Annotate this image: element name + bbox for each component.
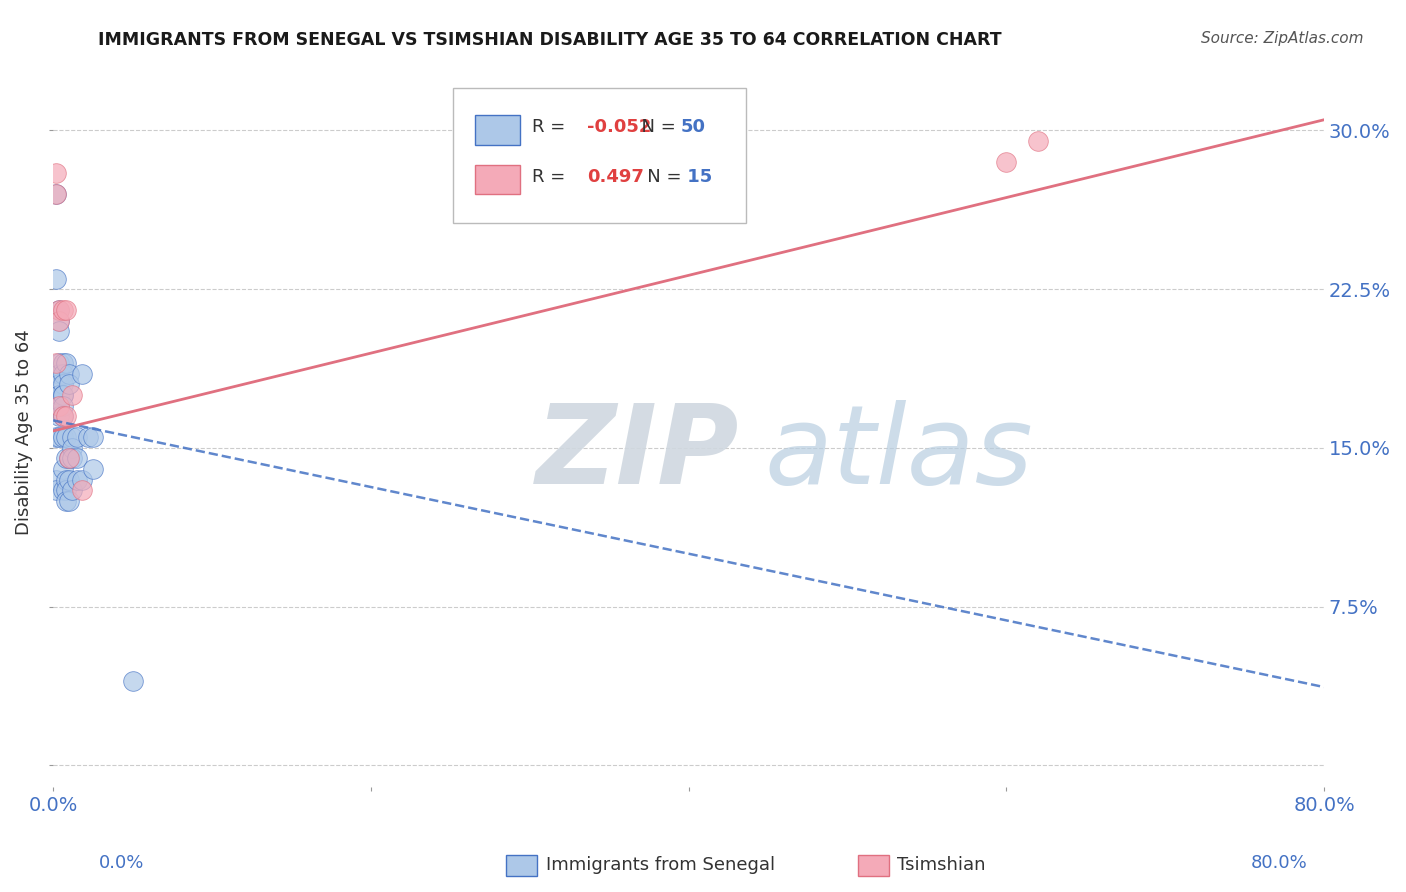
Point — [45, 186, 67, 201]
Y-axis label: Disability Age 35 to 64: Disability Age 35 to 64 — [15, 329, 32, 535]
Point — [52, 399, 75, 413]
Point — [48, 388, 70, 402]
Point — [60, 451, 83, 466]
Point — [45, 166, 67, 180]
FancyBboxPatch shape — [475, 115, 520, 145]
Point — [48, 377, 70, 392]
Text: IMMIGRANTS FROM SENEGAL VS TSIMSHIAN DISABILITY AGE 35 TO 64 CORRELATION CHART: IMMIGRANTS FROM SENEGAL VS TSIMSHIAN DIS… — [98, 31, 1002, 49]
Point — [48, 399, 70, 413]
FancyBboxPatch shape — [475, 165, 520, 194]
Point — [66, 451, 89, 466]
Point — [45, 356, 67, 370]
Point — [1026, 134, 1049, 148]
Point — [48, 303, 70, 318]
Text: 0.0%: 0.0% — [98, 855, 143, 872]
Point — [58, 377, 80, 392]
Point — [52, 430, 75, 444]
Point — [48, 399, 70, 413]
Point — [58, 367, 80, 381]
Text: N =: N = — [630, 168, 688, 186]
Text: atlas: atlas — [765, 400, 1033, 507]
Point — [52, 388, 75, 402]
Point — [52, 377, 75, 392]
Point — [82, 430, 104, 444]
Point — [995, 155, 1018, 169]
Point — [48, 388, 70, 402]
Point — [121, 673, 143, 688]
Point — [58, 493, 80, 508]
Point — [60, 441, 83, 455]
Point — [48, 409, 70, 423]
Point — [60, 388, 83, 402]
Text: Source: ZipAtlas.com: Source: ZipAtlas.com — [1201, 31, 1364, 46]
Point — [60, 483, 83, 498]
Point — [82, 462, 104, 476]
Point — [52, 356, 75, 370]
Text: R =: R = — [533, 118, 571, 136]
Point — [52, 483, 75, 498]
Point — [66, 473, 89, 487]
Point — [55, 430, 77, 444]
FancyBboxPatch shape — [454, 88, 745, 223]
Point — [52, 388, 75, 402]
Point — [45, 186, 67, 201]
Point — [48, 325, 70, 339]
Point — [55, 409, 77, 423]
Point — [55, 356, 77, 370]
Point — [48, 430, 70, 444]
Point — [55, 303, 77, 318]
Point — [48, 303, 70, 318]
Point — [52, 409, 75, 423]
Point — [58, 473, 80, 487]
Point — [60, 430, 83, 444]
Text: 80.0%: 80.0% — [1251, 855, 1308, 872]
Text: 50: 50 — [681, 118, 706, 136]
Point — [52, 409, 75, 423]
Point — [66, 430, 89, 444]
Point — [52, 303, 75, 318]
Point — [58, 451, 80, 466]
Text: Tsimshian: Tsimshian — [897, 856, 986, 874]
Point — [77, 430, 100, 444]
Point — [45, 473, 67, 487]
Point — [45, 483, 67, 498]
Point — [70, 483, 93, 498]
Point — [48, 314, 70, 328]
Point — [70, 473, 93, 487]
Point — [45, 430, 67, 444]
Point — [55, 493, 77, 508]
Text: Immigrants from Senegal: Immigrants from Senegal — [546, 856, 775, 874]
Text: 0.497: 0.497 — [586, 168, 644, 186]
Point — [48, 367, 70, 381]
Point — [48, 314, 70, 328]
Point — [52, 462, 75, 476]
Point — [55, 451, 77, 466]
Text: R =: R = — [533, 168, 576, 186]
Point — [55, 483, 77, 498]
Point — [55, 473, 77, 487]
Text: -0.052: -0.052 — [586, 118, 651, 136]
Point — [45, 271, 67, 285]
Point — [58, 451, 80, 466]
Point — [52, 367, 75, 381]
Text: 15: 15 — [681, 168, 713, 186]
Point — [70, 367, 93, 381]
Text: N =: N = — [630, 118, 682, 136]
Text: ZIP: ZIP — [536, 400, 740, 507]
Point — [48, 356, 70, 370]
